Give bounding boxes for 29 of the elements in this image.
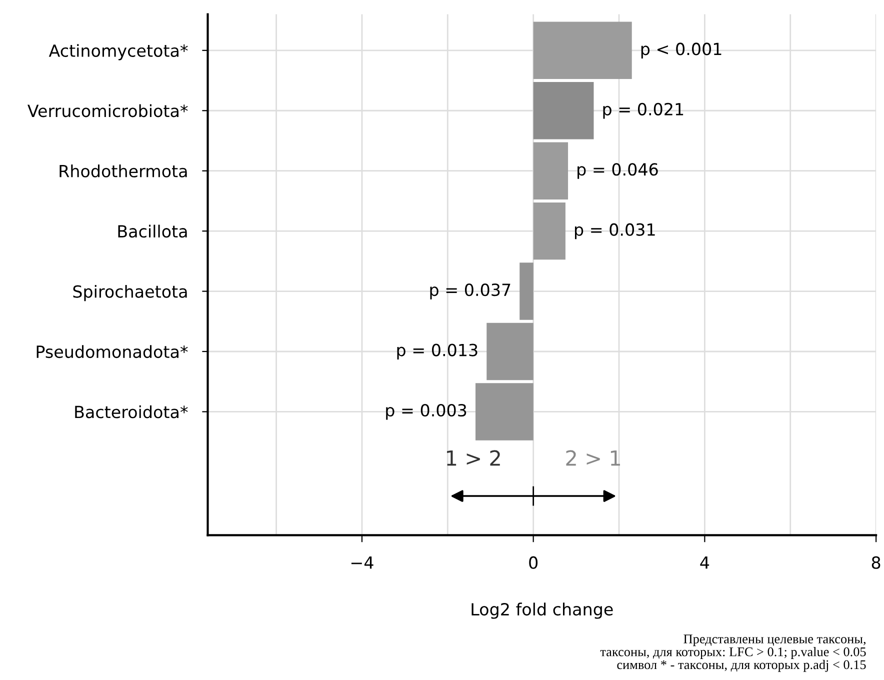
annotation: p < 0.001 [641, 42, 722, 58]
y-tick-label: Bacteroidota* [75, 405, 188, 418]
annotation: p = 0.046 [578, 163, 658, 179]
annotation: 1 > 2 [447, 450, 500, 466]
x-tick-label: 4 [700, 556, 710, 569]
y-tick-label: Rhodothermota [60, 164, 187, 178]
x-tick-label: −4 [351, 556, 374, 569]
y-tick-label: Actinomycetota* [48, 44, 188, 60]
bar [533, 22, 632, 80]
bar [520, 262, 534, 320]
bar [486, 322, 534, 380]
y-tick-label: Verrucomicrobiota* [28, 104, 188, 118]
annotation: 2 > 1 [566, 450, 620, 466]
x-tick-label: 8 [872, 556, 880, 569]
annotation: p = 0.031 [574, 223, 655, 240]
y-tick-label: Bacillota [118, 224, 187, 238]
bar [533, 202, 566, 260]
annotation: p = 0.021 [603, 102, 684, 119]
bar [533, 82, 594, 140]
annotation: p = 0.037 [430, 284, 510, 300]
annotation: p = 0.013 [397, 344, 478, 360]
bar [533, 142, 568, 200]
annotation: p = 0.003 [386, 404, 466, 420]
x-tick-label: 0 [529, 556, 538, 569]
text: Представлены целевые таксоны, таксоны, для которых: LFC > 0.1; p.value < 0.05 символ * - таксоны, для которых p.adj < 0.15 [600, 634, 866, 672]
bar [475, 383, 534, 440]
y-tick-label: Pseudomonadota* [36, 345, 188, 358]
y-tick-label: Spirochaetota [73, 284, 187, 302]
x-axis-title: Log2 fold change [472, 602, 613, 619]
